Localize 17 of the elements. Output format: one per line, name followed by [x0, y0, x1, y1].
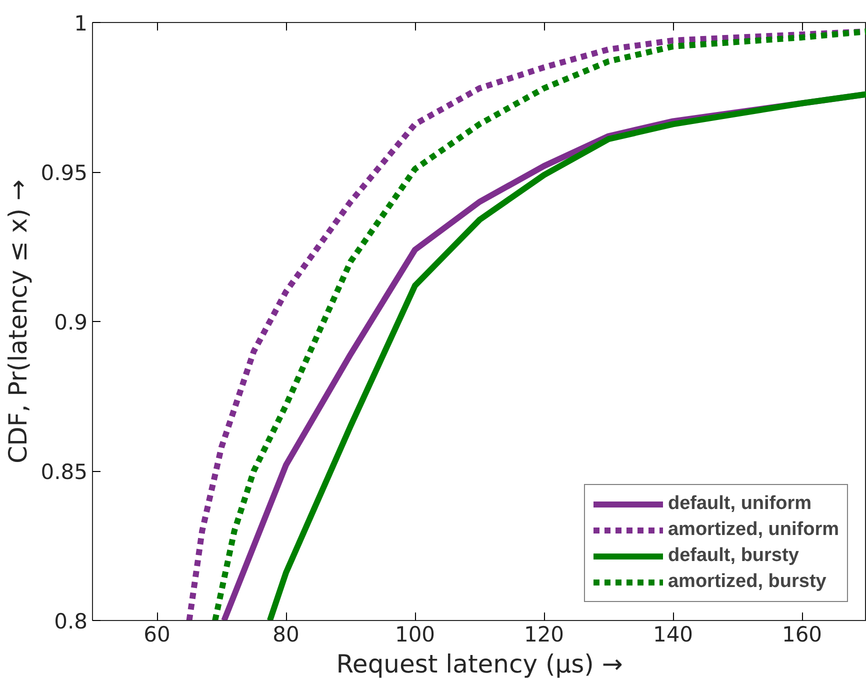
x-tick-label: 120	[524, 622, 564, 646]
x-tick-label: 100	[394, 622, 436, 646]
y-tick-label: 0.9	[54, 310, 88, 334]
x-tick-label: 60	[144, 622, 170, 646]
legend-label: amortized, uniform	[668, 519, 839, 541]
x-tick-label: 140	[652, 622, 694, 646]
x-tick-label: 80	[272, 622, 300, 646]
x-axis-title: Request latency (μs) →	[336, 650, 623, 678]
legend-label: amortized, bursty	[668, 571, 826, 593]
y-tick-label: 0.95	[40, 161, 88, 185]
legend-label: default, uniform	[668, 493, 812, 515]
y-tick-label: 0.8	[54, 610, 88, 634]
x-tick-label: 160	[782, 622, 822, 646]
y-axis-title: CDF, Pr(latency ≤ x) →	[4, 180, 33, 464]
y-tick-label: 1	[74, 12, 88, 36]
legend-label: default, bursty	[668, 545, 799, 567]
y-tick-label: 0.85	[40, 460, 88, 484]
